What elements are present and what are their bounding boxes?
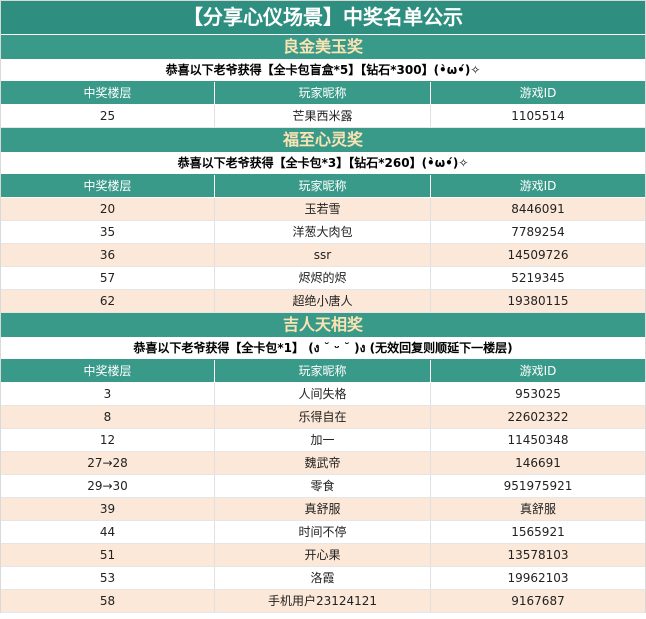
table-row: 62 超绝小唐人 19380115	[1, 290, 645, 313]
game-id-cell: 真舒服	[519, 502, 556, 516]
floor-cell: 53	[1, 567, 215, 589]
table-header: 中奖楼层 玩家昵称 游戏ID	[1, 82, 645, 105]
game-id-cell: 1105514	[511, 109, 565, 123]
nickname-cell: 魏武帝	[215, 452, 431, 474]
game-id-cell: 951975921	[503, 479, 573, 493]
header-nickname: 玩家昵称	[215, 82, 431, 104]
table-header: 中奖楼层 玩家昵称 游戏ID	[1, 360, 645, 383]
game-id-cell: 9167687	[511, 594, 565, 608]
header-floor: 中奖楼层	[1, 82, 215, 104]
table-row: 39 真舒服 真舒服	[1, 498, 645, 521]
floor-cell: 8	[1, 406, 215, 428]
floor-cell: 51	[1, 544, 215, 566]
game-id-cell: 5219345	[511, 271, 565, 285]
table-row: 53 洛霞 19962103	[1, 567, 645, 590]
table-row: 8 乐得自在 22602322	[1, 406, 645, 429]
game-id-cell: 11450348	[507, 433, 569, 447]
game-id-cell: 953025	[515, 387, 561, 401]
floor-cell: 27→28	[1, 452, 215, 474]
floor-cell: 12	[1, 429, 215, 451]
game-id-cell: 7789254	[511, 225, 565, 239]
table-row: 29→30 零食 951975921	[1, 475, 645, 498]
prize-description: 恭喜以下老爷获得【全卡包盲盒*5】【钻石*300】(•̀ω•́)✧	[1, 60, 645, 82]
award-section-2: 福至心灵奖 恭喜以下老爷获得【全卡包*3】【钻石*260】(•̀ω•́)✧ 中奖…	[1, 128, 645, 313]
table-row: 35 洋葱大肉包 7789254	[1, 221, 645, 244]
nickname-cell: 乐得自在	[215, 406, 431, 428]
nickname-cell: 真舒服	[215, 498, 431, 520]
table-header: 中奖楼层 玩家昵称 游戏ID	[1, 175, 645, 198]
game-id-cell: 22602322	[507, 410, 569, 424]
table-row: 3 人间失格 953025	[1, 383, 645, 406]
floor-cell: 20	[1, 198, 215, 220]
floor-cell: 58	[1, 590, 215, 612]
nickname-cell: 芒果西米露	[215, 105, 431, 127]
nickname-cell: 手机用户23124121	[215, 590, 431, 612]
floor-cell: 44	[1, 521, 215, 543]
game-id-cell: 8446091	[511, 202, 565, 216]
page-title: 【分享心仪场景】中奖名单公示	[1, 1, 645, 35]
nickname-cell: 洋葱大肉包	[215, 221, 431, 243]
floor-cell: 57	[1, 267, 215, 289]
nickname-cell: ssr	[215, 244, 431, 266]
award-name: 吉人天相奖	[1, 313, 645, 338]
prize-description: 恭喜以下老爷获得【全卡包*3】【钻石*260】(•̀ω•́)✧	[1, 153, 645, 175]
game-id-cell: 1565921	[511, 525, 565, 539]
table-row: 58 手机用户23124121 9167687	[1, 590, 645, 613]
header-floor: 中奖楼层	[1, 175, 215, 197]
nickname-cell: 加一	[215, 429, 431, 451]
floor-cell: 35	[1, 221, 215, 243]
header-nickname: 玩家昵称	[215, 360, 431, 382]
nickname-cell: 零食	[215, 475, 431, 497]
floor-cell: 29→30	[1, 475, 215, 497]
table-row: 20 玉若雪 8446091	[1, 198, 645, 221]
header-game-id: 游戏ID	[519, 364, 557, 378]
header-floor: 中奖楼层	[1, 360, 215, 382]
game-id-cell: 14509726	[507, 248, 569, 262]
nickname-cell: 烬烬的烬	[215, 267, 431, 289]
game-id-cell: 19380115	[507, 294, 569, 308]
table-row: 44 时间不停 1565921	[1, 521, 645, 544]
floor-cell: 62	[1, 290, 215, 312]
table-row: 57 烬烬的烬 5219345	[1, 267, 645, 290]
nickname-cell: 超绝小唐人	[215, 290, 431, 312]
prize-description: 恭喜以下老爷获得【全卡包*1】 (ง ˘ ᵕ ˘ )ง (无效回复则顺延下一楼层…	[1, 338, 645, 360]
award-name: 良金美玉奖	[1, 35, 645, 60]
nickname-cell: 洛霞	[215, 567, 431, 589]
nickname-cell: 玉若雪	[215, 198, 431, 220]
award-section-1: 良金美玉奖 恭喜以下老爷获得【全卡包盲盒*5】【钻石*300】(•̀ω•́)✧ …	[1, 35, 645, 128]
header-game-id: 游戏ID	[519, 179, 557, 193]
game-id-cell: 13578103	[507, 548, 569, 562]
nickname-cell: 人间失格	[215, 383, 431, 405]
table-row: 25 芒果西米露 1105514	[1, 105, 645, 128]
table-row: 36 ssr 14509726	[1, 244, 645, 267]
nickname-cell: 时间不停	[215, 521, 431, 543]
award-name: 福至心灵奖	[1, 128, 645, 153]
header-game-id: 游戏ID	[519, 86, 557, 100]
floor-cell: 39	[1, 498, 215, 520]
table-row: 51 开心果 13578103	[1, 544, 645, 567]
floor-cell: 25	[1, 105, 215, 127]
nickname-cell: 开心果	[215, 544, 431, 566]
floor-cell: 36	[1, 244, 215, 266]
floor-cell: 3	[1, 383, 215, 405]
game-id-cell: 19962103	[507, 571, 569, 585]
table-row: 12 加一 11450348	[1, 429, 645, 452]
header-nickname: 玩家昵称	[215, 175, 431, 197]
table-row: 27→28 魏武帝 146691	[1, 452, 645, 475]
game-id-cell: 146691	[515, 456, 561, 470]
award-section-3: 吉人天相奖 恭喜以下老爷获得【全卡包*1】 (ง ˘ ᵕ ˘ )ง (无效回复则…	[1, 313, 645, 613]
